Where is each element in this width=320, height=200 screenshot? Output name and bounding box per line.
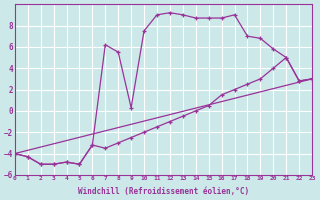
X-axis label: Windchill (Refroidissement éolien,°C): Windchill (Refroidissement éolien,°C): [78, 187, 249, 196]
